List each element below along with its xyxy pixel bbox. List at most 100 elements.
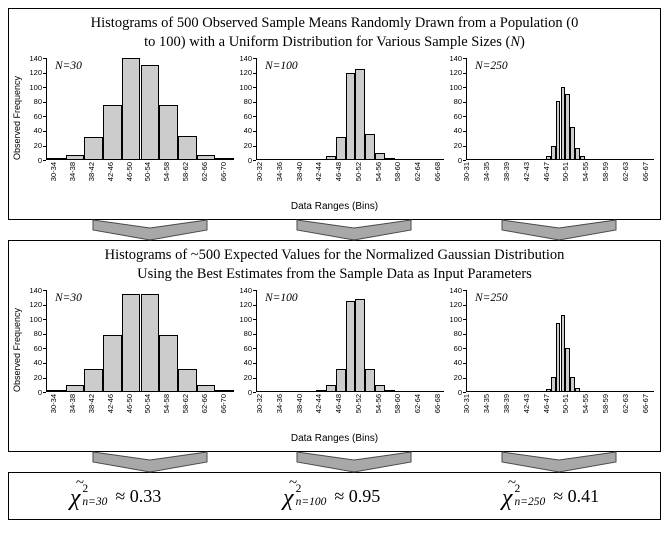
histogram-bar: [545, 388, 551, 392]
y-tick-label: 140: [29, 287, 46, 295]
sample-size-label: N=250: [475, 292, 508, 305]
x-tick-label: 38-40: [294, 162, 304, 182]
y-tick-label: 60: [454, 113, 466, 121]
y-tick-label: 60: [34, 113, 46, 121]
sample-size-label: N=100: [265, 292, 298, 305]
histogram-bar: [215, 389, 234, 392]
x-tick-label: 42-46: [105, 162, 115, 182]
x-tick-label: 66-67: [640, 162, 650, 182]
x-tick-label: 62-63: [620, 162, 630, 182]
x-tick-label: 54-56: [373, 394, 383, 414]
histogram-bar: [375, 153, 385, 160]
chi-exponent: 2: [514, 482, 521, 495]
x-tick-label: 58-60: [393, 162, 403, 182]
y-tick-label: 0: [248, 389, 256, 397]
histogram-bar: [140, 294, 160, 392]
x-tick-label: 54-56: [373, 162, 383, 182]
histogram-bar: [575, 387, 581, 392]
chi-letter: χ: [501, 485, 513, 511]
y-axis: 0 20 40 60 80 100 120 140: [234, 55, 256, 164]
plot-area: N=30: [46, 58, 234, 161]
chi-squared-n100: ~ χ 2 n=100 ≈ 0.95: [283, 476, 380, 511]
x-tick-label: 38-42: [87, 162, 96, 182]
histogram-bar: [550, 376, 556, 392]
histogram-bar: [47, 157, 66, 160]
y-tick-label: 140: [239, 55, 256, 63]
histogram-bar: [384, 157, 395, 160]
tilde-accent: ~: [289, 475, 298, 491]
chi-squared-panel: ~ χ 2 n=30 ≈ 0.33 ~ χ 2 n=100 ≈ 0.95 ~ χ 2 n=2…: [8, 472, 661, 520]
histogram-bar: [121, 293, 141, 392]
histogram-bar: [580, 156, 586, 160]
x-axis-ticks: 30-31 34-35 38-39 42-43 46-47 50-51 54-55 58-59…: [462, 392, 654, 432]
y-axis-title: Observed Frequency: [12, 76, 22, 161]
histogram-bar: [550, 146, 556, 160]
x-tick-label: 46-47: [541, 162, 551, 182]
histogram-bar: [560, 315, 566, 392]
x-tick-label: 42-46: [105, 394, 115, 414]
x-tick-label: 50-51: [561, 162, 571, 182]
histogram-bar: [325, 155, 336, 160]
histogram-bar: [345, 300, 356, 392]
down-arrow-icon: [296, 219, 412, 241]
x-tick-label: 42-43: [521, 162, 531, 182]
histogram-bar: [570, 376, 576, 392]
y-tick-label: 80: [244, 98, 256, 106]
x-tick-label: 62-64: [413, 162, 423, 182]
histogram-bar: [545, 156, 551, 160]
y-tick-label: 120: [449, 301, 466, 309]
y-axis: 0 20 40 60 80 100 120 140: [24, 287, 46, 396]
chi-squared-n30: ~ χ 2 n=30 ≈ 0.33: [70, 476, 161, 511]
y-tick-label: 80: [244, 330, 256, 338]
x-tick-label: 54-58: [162, 162, 172, 182]
y-tick-label: 80: [454, 98, 466, 106]
x-axis-ticks: 30-32 34-36 38-40 42-44 46-48 50-52 54-56 58-60…: [255, 160, 444, 200]
histogram-bar: [355, 298, 366, 392]
histogram-bar: [565, 94, 571, 160]
sample-size-label: N=30: [55, 60, 82, 73]
histogram-bar: [159, 334, 178, 392]
chi-scripts: 2 n=250: [514, 483, 545, 509]
chi-symbol: ~ χ: [283, 476, 297, 511]
y-tick-label: 80: [34, 330, 46, 338]
y-tick-label: 60: [34, 345, 46, 353]
histogram-bar: [121, 58, 141, 160]
y-axis: 0 20 40 60 80 100 120 140: [444, 55, 466, 164]
y-axis-title: Observed Frequency: [12, 308, 22, 393]
y-tick-label: 100: [239, 316, 256, 324]
x-tick-label: 50-52: [353, 394, 363, 414]
down-arrow-icon: [296, 451, 412, 473]
y-tick-label: 140: [29, 55, 46, 63]
x-axis-title: Data Ranges (Bins): [290, 433, 379, 445]
y-tick-label: 60: [244, 113, 256, 121]
chi-squared-n250: ~ χ 2 n=250 ≈ 0.41: [501, 476, 599, 511]
histogram-bar: [84, 137, 104, 160]
x-tick-label: 38-42: [87, 394, 96, 414]
x-tick-label: 30-34: [49, 394, 59, 414]
x-tick-label: 30-31: [462, 162, 472, 182]
y-axis: 0 20 40 60 80 100 120 140: [24, 55, 46, 164]
x-tick-label: 66-68: [433, 394, 443, 414]
x-tick-label: 30-34: [49, 162, 59, 182]
x-tick-label: 46-50: [124, 394, 134, 414]
x-tick-label: 66-70: [218, 162, 228, 182]
chi-subscript: n=30: [82, 496, 108, 508]
y-tick-label: 20: [244, 374, 256, 382]
x-tick-label: 46-48: [334, 394, 344, 414]
histogram-bar: [555, 101, 561, 160]
chi-symbol: ~ χ: [70, 476, 84, 511]
x-tick-label: 42-44: [314, 394, 324, 414]
observed-charts-row: Observed Frequency 0 20 40 60 80 100 120 140 N=…: [9, 52, 660, 200]
expected-panel: Histograms of ~500 Expected Values for t…: [8, 240, 661, 452]
down-arrow-icon: [92, 219, 208, 241]
y-tick-label: 60: [244, 345, 256, 353]
chi-subscript: n=100: [295, 496, 327, 508]
histogram-bar: [103, 105, 122, 160]
x-tick-label: 42-44: [314, 162, 324, 182]
x-tick-label: 34-38: [68, 162, 78, 182]
y-tick-label: 20: [454, 142, 466, 150]
histogram-bar: [325, 385, 336, 392]
histogram-bar: [335, 137, 346, 160]
y-tick-label: 120: [239, 69, 256, 77]
